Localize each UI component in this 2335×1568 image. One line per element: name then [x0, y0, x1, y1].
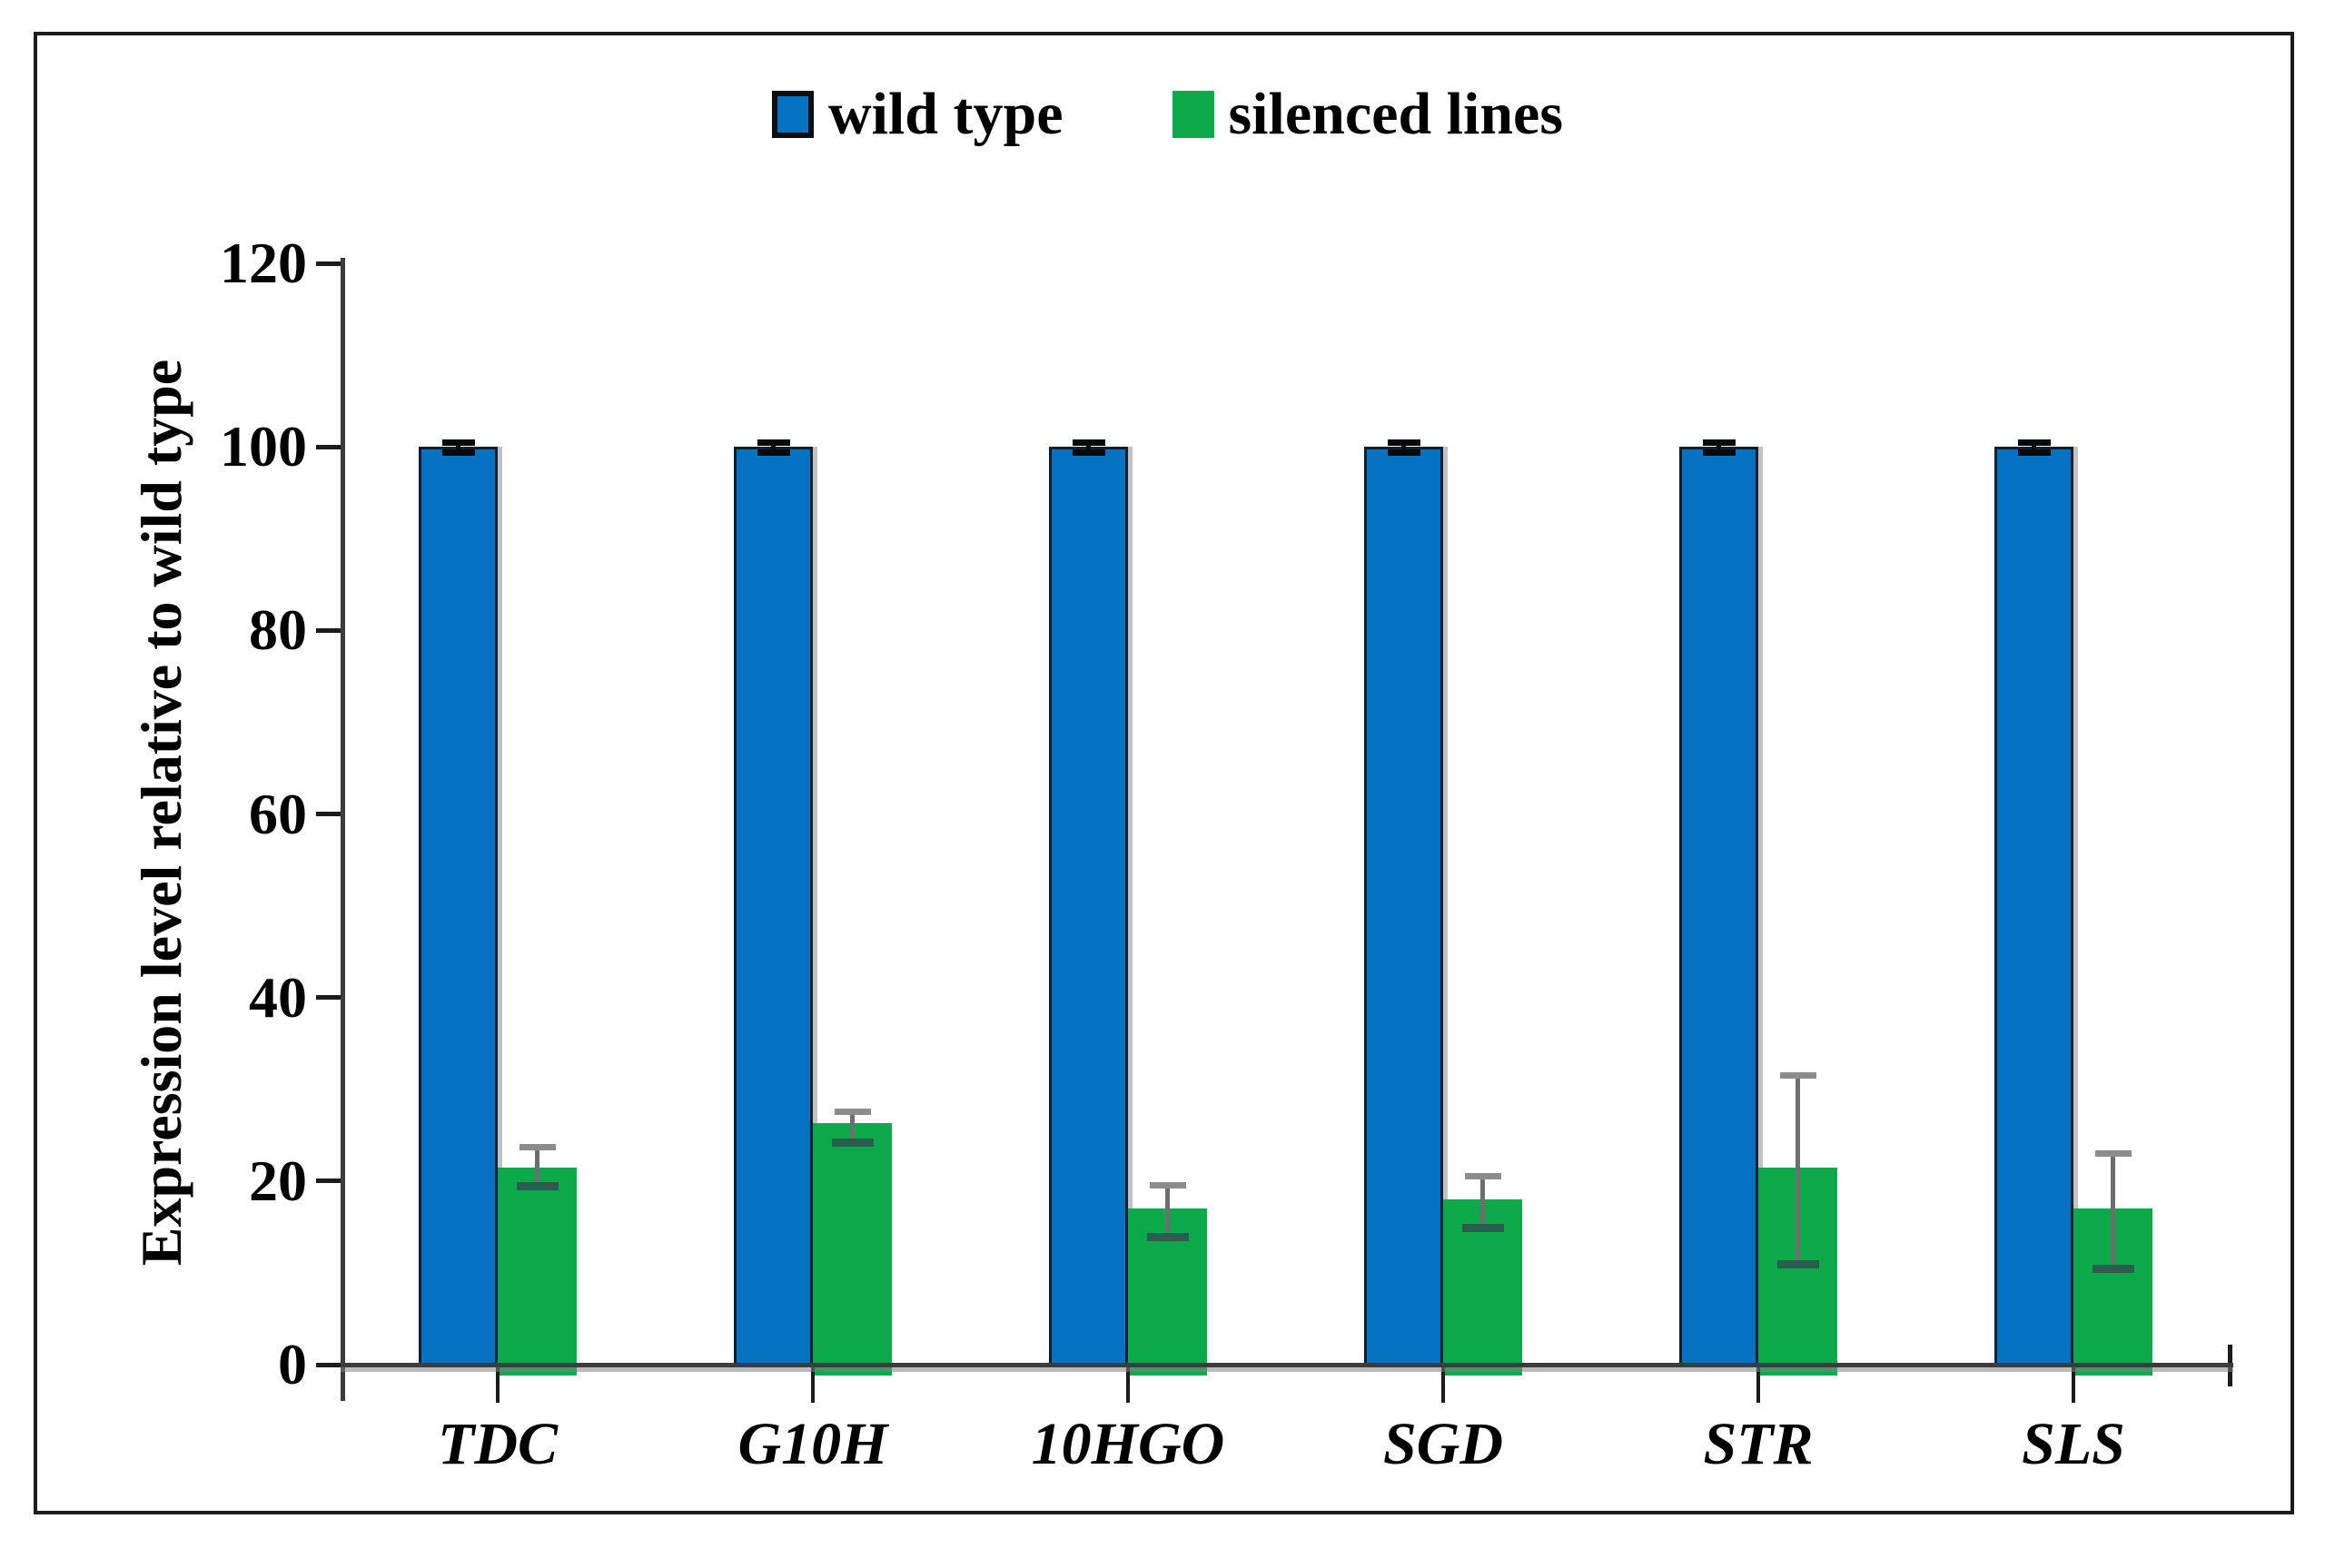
errorbar-topcap-wild-type-TDC	[441, 439, 475, 446]
legend-item-wild-type: wild type	[771, 80, 1064, 149]
y-tick-label-60: 60	[249, 781, 307, 846]
errorbar-topcap-silenced-lines-10HGO	[1149, 1182, 1186, 1189]
errorbar-stem-wild-type-STR	[1717, 442, 1721, 453]
errorbar-topcap-wild-type-10HGO	[1072, 439, 1105, 446]
y-tick-label-80: 80	[249, 597, 307, 663]
legend-swatch-silenced-lines-icon	[1172, 91, 1214, 138]
errorbar-bottomcap-silenced-lines-STR	[1776, 1260, 1819, 1269]
y-tick-40	[316, 995, 343, 1001]
errorbar-bottomcap-silenced-lines-SGD	[1461, 1223, 1504, 1232]
x-tick-10HGO	[1126, 1365, 1130, 1403]
errorbar-topcap-silenced-lines-G10H	[834, 1108, 871, 1115]
errorbar-stem-wild-type-SLS	[2032, 442, 2036, 453]
y-tick-label-20: 20	[249, 1148, 307, 1213]
errorbar-bottomcap-wild-type-STR	[1702, 449, 1736, 456]
errorbar-topcap-wild-type-SLS	[2017, 439, 2051, 446]
x-label-TDC: TDC	[438, 1411, 558, 1477]
y-tick-label-100: 100	[220, 414, 307, 479]
y-tick-label-120: 120	[220, 231, 307, 295]
errorbar-topcap-silenced-lines-STR	[1779, 1072, 1816, 1080]
legend-item-silenced-lines: silenced lines	[1172, 80, 1564, 149]
errorbar-stem-wild-type-G10H	[771, 442, 776, 453]
errorbar-stem-wild-type-TDC	[456, 442, 460, 453]
y-tick-20	[316, 1178, 343, 1184]
errorbar-stem-silenced-lines-G10H	[850, 1111, 855, 1142]
errorbar-bottomcap-wild-type-SGD	[1387, 449, 1420, 456]
bar-wild-type-SGD	[1364, 447, 1443, 1367]
errorbar-bottomcap-wild-type-SLS	[2017, 449, 2051, 456]
errorbar-stem-silenced-lines-TDC	[535, 1147, 539, 1186]
y-axis-line	[341, 258, 345, 1401]
x-tick-G10H	[811, 1365, 815, 1403]
errorbar-topcap-wild-type-G10H	[757, 439, 790, 446]
errorbar-bottomcap-wild-type-10HGO	[1072, 449, 1105, 456]
errorbar-bottomcap-silenced-lines-SLS	[2092, 1265, 2134, 1274]
errorbar-bottomcap-silenced-lines-10HGO	[1146, 1232, 1189, 1241]
bar-silenced-lines-TDC	[498, 1167, 577, 1376]
errorbar-topcap-silenced-lines-SGD	[1464, 1173, 1501, 1180]
x-tick-SGD	[1441, 1365, 1445, 1403]
bar-wild-type-G10H	[734, 447, 813, 1367]
errorbar-stem-silenced-lines-10HGO	[1165, 1185, 1170, 1237]
legend-label-wild-type: wild type	[827, 81, 1064, 147]
x-tick-STR	[1756, 1365, 1760, 1403]
y-tick-60	[316, 812, 343, 816]
errorbar-topcap-wild-type-STR	[1702, 439, 1736, 446]
legend: wild type silenced lines	[0, 80, 2335, 149]
legend-swatch-wild-type-icon	[771, 91, 814, 138]
legend-label-silenced-lines: silenced lines	[1228, 81, 1564, 147]
errorbar-stem-silenced-lines-STR	[1796, 1075, 1800, 1264]
x-label-SGD: SGD	[1382, 1411, 1504, 1477]
x-tick-TDC	[496, 1365, 500, 1403]
errorbar-bottomcap-silenced-lines-G10H	[831, 1138, 874, 1147]
errorbar-stem-silenced-lines-SGD	[1480, 1176, 1485, 1228]
x-tick-SLS	[2072, 1365, 2075, 1403]
x-label-10HGO: 10HGO	[1031, 1411, 1225, 1477]
errorbar-topcap-silenced-lines-TDC	[519, 1143, 556, 1150]
x-axis-line	[341, 1362, 2233, 1367]
y-tick-label-40: 40	[249, 964, 307, 1030]
x-label-SLS: SLS	[2022, 1411, 2125, 1477]
y-tick-0	[316, 1362, 343, 1367]
y-tick-label-0: 0	[278, 1332, 307, 1396]
bar-wild-type-TDC	[419, 447, 498, 1367]
y-tick-120	[316, 261, 343, 266]
errorbar-topcap-silenced-lines-SLS	[2094, 1150, 2132, 1157]
errorbar-stem-wild-type-SGD	[1401, 442, 1406, 453]
errorbar-stem-wild-type-10HGO	[1086, 442, 1091, 453]
errorbar-topcap-wild-type-SGD	[1387, 439, 1420, 446]
bar-wild-type-SLS	[1994, 447, 2073, 1367]
errorbar-bottomcap-silenced-lines-TDC	[516, 1182, 559, 1191]
y-tick-100	[316, 444, 343, 449]
y-tick-80	[316, 627, 343, 633]
errorbar-bottomcap-wild-type-TDC	[441, 449, 475, 456]
errorbar-stem-silenced-lines-SLS	[2111, 1153, 2115, 1268]
figure-frame	[34, 32, 2294, 1514]
bar-wild-type-10HGO	[1049, 447, 1128, 1367]
bar-silenced-lines-G10H	[813, 1123, 892, 1376]
errorbar-bottomcap-wild-type-G10H	[757, 449, 790, 456]
x-label-STR: STR	[1703, 1411, 1814, 1477]
x-label-G10H: G10H	[737, 1411, 888, 1477]
bar-wild-type-STR	[1679, 447, 1758, 1367]
